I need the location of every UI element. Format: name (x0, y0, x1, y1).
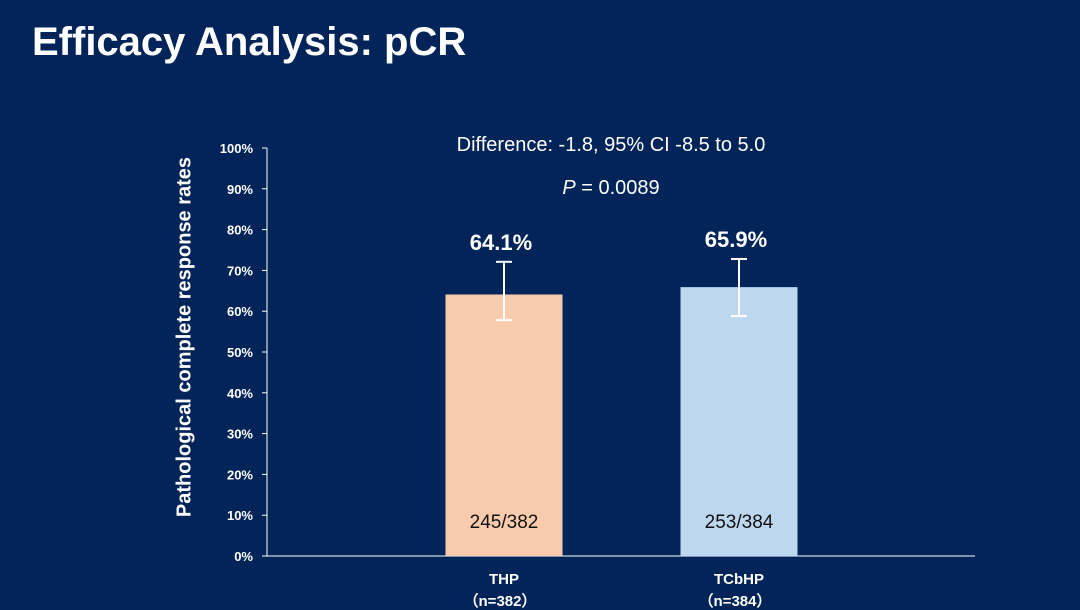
bar-tcbhp (680, 287, 798, 556)
x-tick-sublabel: （n=382） (464, 592, 537, 610)
y-tick-label: 60% (227, 304, 253, 319)
p-value-annotation: P = 0.0089 (562, 177, 659, 200)
x-tick-label: TCbHP (714, 571, 764, 588)
y-tick-label: 0% (234, 549, 253, 564)
y-tick-label: 90% (227, 182, 253, 197)
y-tick-label: 100% (220, 141, 254, 156)
p-label: P (562, 177, 576, 199)
x-tick-sublabel: （n=384） (699, 592, 772, 610)
slide-title: Efficacy Analysis: pCR (32, 20, 467, 64)
data-label: 64.1% (470, 230, 532, 255)
bar-thp (445, 294, 563, 556)
data-label: 65.9% (705, 227, 767, 252)
count-label: 245/382 (470, 512, 539, 533)
y-tick-label: 20% (227, 467, 253, 482)
p-value: = 0.0089 (575, 177, 660, 199)
y-tick-label: 30% (227, 427, 253, 442)
y-tick-label: 70% (227, 263, 253, 278)
y-tick-label: 10% (227, 508, 253, 523)
count-label: 253/384 (705, 512, 774, 533)
y-tick-label: 40% (227, 386, 253, 401)
x-tick-label: THP (489, 571, 519, 588)
y-tick-label: 50% (227, 345, 253, 360)
difference-annotation: Difference: -1.8, 95% CI -8.5 to 5.0 (456, 134, 766, 156)
y-tick-label: 80% (227, 223, 253, 238)
